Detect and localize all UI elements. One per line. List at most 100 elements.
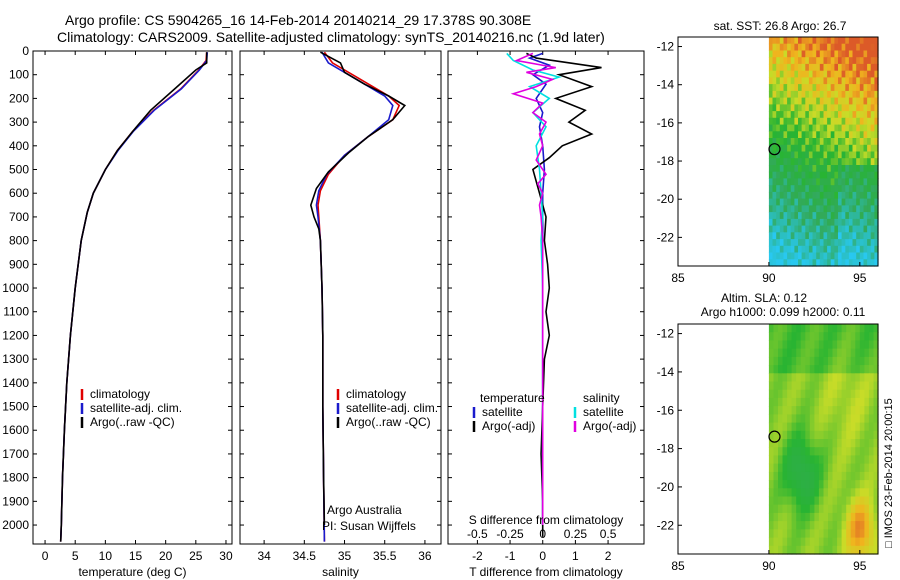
heatmap-cell	[874, 131, 879, 139]
heatmap-cell	[790, 171, 795, 179]
heatmap-cell	[779, 191, 784, 200]
heatmap-cell	[832, 488, 838, 498]
heatmap-cell	[864, 463, 870, 473]
heatmap-cell	[790, 165, 795, 173]
heatmap-cell	[874, 239, 879, 247]
heatmap-cell	[823, 537, 829, 547]
heatmap-cell	[801, 239, 806, 247]
heatmap-cell	[768, 198, 774, 206]
heatmap-cell	[848, 252, 854, 260]
heatmap-cell	[796, 496, 802, 506]
heatmap-cell	[768, 480, 774, 489]
heatmap-cell	[816, 185, 821, 193]
heatmap-cell	[852, 84, 857, 92]
heatmap-cell	[856, 138, 861, 146]
heatmap-cell	[778, 529, 784, 539]
heatmap-cell	[805, 521, 811, 530]
heatmap-cell	[841, 356, 847, 366]
heatmap-cell	[846, 397, 852, 407]
heatmap-cell	[808, 90, 814, 99]
heatmap-cell	[798, 245, 803, 254]
map-frame-border	[677, 323, 879, 555]
heatmap-cell	[855, 512, 861, 522]
heatmap-cell	[805, 191, 810, 200]
heatmap-cell	[870, 37, 875, 45]
heatmap-cell	[846, 463, 852, 473]
heatmap-cell	[772, 191, 777, 200]
heatmap-cell	[805, 198, 810, 206]
heatmap-cell	[808, 124, 814, 132]
heatmap-cell	[867, 198, 872, 206]
heatmap-cell	[863, 63, 868, 72]
heatmap-cell	[814, 447, 820, 456]
heatmap-cell	[850, 414, 856, 424]
heatmap-cell	[846, 455, 852, 465]
heatmap-cell	[796, 356, 802, 366]
heatmap-cell	[863, 57, 868, 65]
heatmap-cell	[868, 389, 874, 399]
heatmap-cell	[798, 50, 803, 58]
heatmap-cell	[828, 373, 834, 383]
heatmap-cell	[834, 111, 839, 119]
heatmap-cell	[773, 529, 779, 539]
heatmap-cell	[859, 504, 865, 514]
heatmap-cell	[834, 171, 839, 179]
heatmap-cell	[863, 212, 868, 220]
heatmap-cell	[787, 97, 792, 105]
heatmap-cell	[837, 439, 843, 448]
heatmap-cell	[805, 239, 810, 247]
heatmap-cell	[856, 131, 861, 139]
heatmap-cell	[834, 185, 839, 193]
heatmap-cell	[864, 480, 870, 489]
heatmap-cell	[787, 104, 792, 112]
heatmap-cell	[816, 50, 821, 58]
heatmap-cell	[863, 185, 868, 193]
heatmap-cell	[778, 488, 784, 498]
heatmap-cell	[855, 365, 861, 374]
heatmap-cell	[779, 171, 784, 179]
heatmap-cell	[818, 397, 824, 407]
heatmap-cell	[873, 406, 879, 415]
heatmap-cell	[873, 430, 879, 440]
heatmap-cell	[805, 117, 810, 126]
y-tick-label: 500	[9, 163, 29, 177]
heatmap-cell	[863, 50, 868, 58]
heatmap-cell	[819, 151, 824, 159]
heatmap-cell	[850, 529, 856, 539]
series-line-2	[59, 52, 208, 542]
heatmap-cell	[823, 178, 828, 186]
heatmap-cell	[768, 252, 774, 260]
heatmap-cell	[787, 356, 793, 366]
heatmap-cell	[779, 178, 784, 186]
heatmap-cell	[791, 340, 797, 350]
heatmap-cell	[819, 232, 824, 240]
heatmap-cell	[790, 191, 795, 200]
heatmap-cell	[794, 205, 799, 213]
heatmap-cell	[856, 259, 861, 267]
heatmap-cell	[805, 537, 811, 547]
heatmap-cell	[794, 171, 799, 179]
heatmap-cell	[818, 365, 824, 374]
heatmap-cell	[796, 389, 802, 399]
heatmap-cell	[801, 70, 806, 78]
heatmap-cell	[830, 117, 835, 126]
heatmap-cell	[790, 57, 795, 65]
heatmap-cell	[801, 131, 806, 139]
heatmap-cell	[790, 225, 795, 233]
heatmap-cell	[864, 414, 870, 424]
heatmap-cell	[828, 480, 834, 489]
heatmap-cell	[787, 245, 792, 254]
map-y-tick-label: -22	[657, 230, 675, 244]
heatmap-cell	[768, 90, 774, 99]
x-tick-label: 5	[72, 549, 79, 563]
heatmap-cell	[856, 77, 861, 85]
heatmap-cell	[867, 124, 872, 132]
heatmap-cell	[850, 356, 856, 366]
heatmap-cell	[808, 63, 814, 72]
heatmap-cell	[796, 439, 802, 448]
heatmap-cell	[845, 90, 850, 99]
heatmap-cell	[841, 198, 846, 206]
heatmap-cell	[856, 57, 861, 65]
heatmap-cell	[816, 239, 821, 247]
heatmap-cell	[787, 218, 792, 227]
